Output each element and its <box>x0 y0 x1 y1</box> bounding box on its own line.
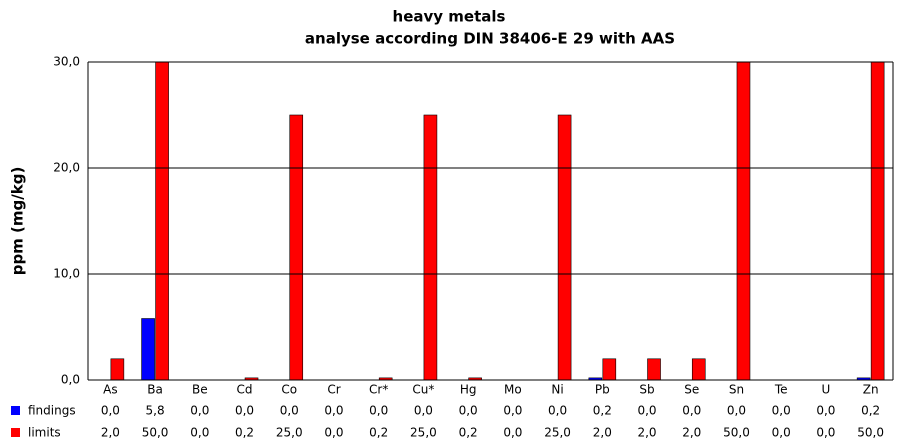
table-value: 2,0 <box>593 426 612 440</box>
y-tick-label: 10,0 <box>53 267 80 281</box>
y-tick-label: 30,0 <box>53 55 80 69</box>
bar <box>557 114 572 380</box>
x-tick-label: Mo <box>504 383 522 397</box>
table-value: 0,0 <box>503 426 522 440</box>
chart-title: heavy metals <box>393 8 506 26</box>
bar <box>736 62 751 380</box>
bar <box>588 377 603 380</box>
bar <box>141 318 155 380</box>
bar <box>647 358 661 380</box>
legend-swatch <box>11 406 20 415</box>
table-value: 5,8 <box>146 404 165 418</box>
bar <box>870 62 885 380</box>
x-tick-label: Sn <box>729 383 744 397</box>
table-value: 0,0 <box>369 404 388 418</box>
table-value: 0,2 <box>861 404 880 418</box>
x-tick-label: Cd <box>237 383 253 397</box>
bar <box>155 62 169 380</box>
bar <box>110 358 125 380</box>
y-axis-label: ppm (mg/kg) <box>9 167 27 276</box>
table-value: 2,0 <box>101 426 120 440</box>
table-value: 0,0 <box>414 404 433 418</box>
x-tick-label: Se <box>684 383 699 397</box>
plot-area <box>110 62 885 380</box>
table-value: 0,0 <box>772 426 791 440</box>
bar <box>602 358 617 380</box>
table-value: 50,0 <box>142 426 169 440</box>
x-tick-label: Cr <box>327 383 340 397</box>
legend-label: findings <box>28 404 76 418</box>
x-tick-label: Be <box>192 383 208 397</box>
table-value: 0,0 <box>280 404 299 418</box>
bar <box>244 377 259 380</box>
x-tick-label: Zn <box>863 383 879 397</box>
table-value: 0,0 <box>235 404 254 418</box>
x-tick-label: As <box>103 383 117 397</box>
x-tick-label: Ni <box>551 383 563 397</box>
table-value: 2,0 <box>637 426 656 440</box>
table-value: 0,0 <box>816 426 835 440</box>
bar <box>691 358 706 380</box>
legend-label: limits <box>28 426 61 440</box>
table-value: 0,0 <box>772 404 791 418</box>
table-value: 0,0 <box>637 404 656 418</box>
chart-subtitle: analyse according DIN 38406-E 29 with AA… <box>305 30 675 48</box>
table-value: 25,0 <box>544 426 571 440</box>
bar <box>856 377 871 380</box>
table-value: 0,0 <box>190 404 209 418</box>
y-tick-label: 0,0 <box>61 373 80 387</box>
table-value: 50,0 <box>857 426 884 440</box>
table-value: 0,0 <box>190 426 209 440</box>
table-value: 0,0 <box>816 404 835 418</box>
table-value: 0,0 <box>324 404 343 418</box>
table-value: 50,0 <box>723 426 750 440</box>
table-value: 0,2 <box>235 426 254 440</box>
x-tick-label: Cu* <box>412 383 434 397</box>
table-value: 25,0 <box>410 426 437 440</box>
table-value: 0,0 <box>503 404 522 418</box>
table-value: 0,2 <box>459 426 478 440</box>
table-value: 0,2 <box>369 426 388 440</box>
table-value: 0,0 <box>727 404 746 418</box>
table-value: 0,0 <box>548 404 567 418</box>
table-value: 25,0 <box>276 426 303 440</box>
bar <box>378 377 393 380</box>
x-tick-label: Co <box>281 383 297 397</box>
x-tick-label: U <box>822 383 831 397</box>
bar <box>289 114 304 380</box>
table-value: 0,0 <box>682 404 701 418</box>
y-tick-label: 20,0 <box>53 161 80 175</box>
x-tick-label: Ba <box>147 383 163 397</box>
table-value: 0,2 <box>593 404 612 418</box>
x-tick-label: Cr* <box>369 383 388 397</box>
x-tick-label: Sb <box>639 383 654 397</box>
x-tick-label: Te <box>774 383 788 397</box>
table-value: 0,0 <box>459 404 478 418</box>
bar <box>468 377 482 380</box>
table-value: 0,0 <box>101 404 120 418</box>
legend-swatch <box>11 428 20 437</box>
bar <box>423 114 438 380</box>
x-tick-label: Hg <box>460 383 477 397</box>
table-value: 2,0 <box>682 426 701 440</box>
table-value: 0,0 <box>324 426 343 440</box>
x-tick-label: Pb <box>595 383 610 397</box>
